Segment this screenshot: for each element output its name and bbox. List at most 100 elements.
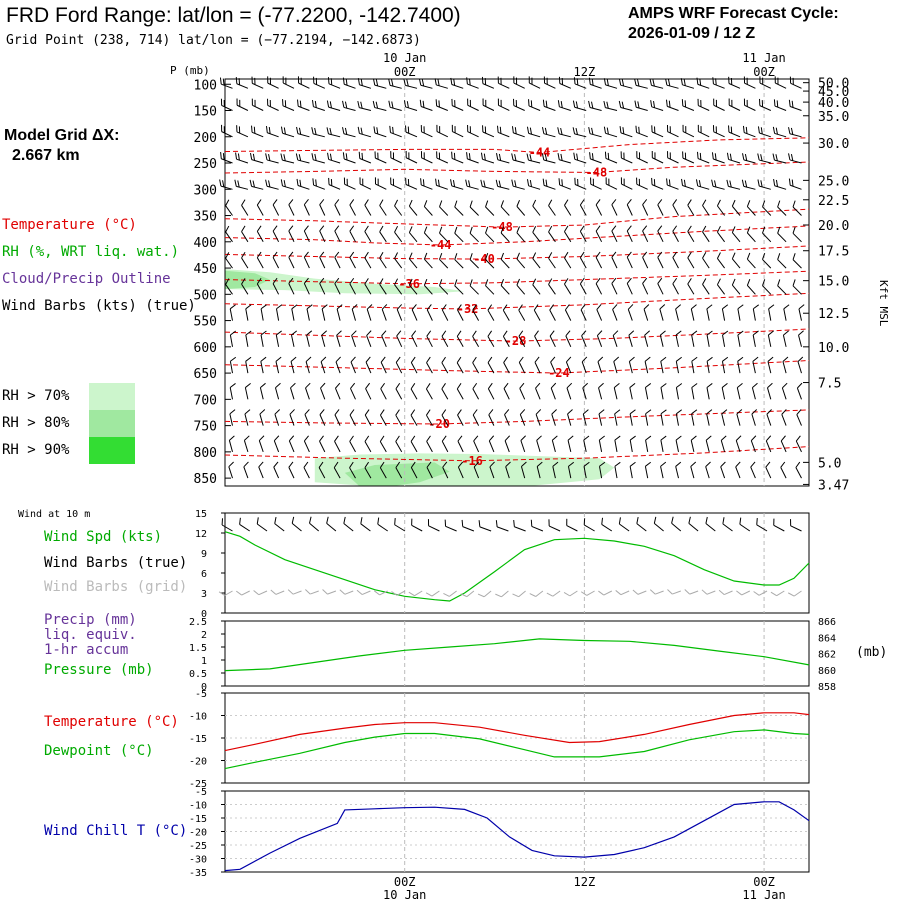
wind-barb-p250-t20-flag-0 xyxy=(526,153,529,161)
wind-barb-p750-t11-flag-0 xyxy=(395,409,400,416)
wind-barb-p650-t29 xyxy=(675,356,682,374)
wind-barb-p700-t29 xyxy=(675,383,683,400)
wind-barb-p150-t0 xyxy=(220,98,233,111)
wind-barb-p600-t35-staff xyxy=(767,334,772,347)
wind-barb-p550-t19-staff xyxy=(518,309,526,321)
wind-barb-p700-t4-flag-0 xyxy=(290,382,296,389)
wind-barb-p500-t20 xyxy=(532,278,541,295)
wind-barb-p350-t4-flag-0 xyxy=(288,199,294,205)
wind-barb-p100-t2-flag-0 xyxy=(251,76,253,84)
wind-barb-p700-t8 xyxy=(350,382,356,400)
wind-barb-p450-t31-flag-0 xyxy=(702,252,707,259)
wind-barb-p350-t28-flag-0 xyxy=(657,199,663,206)
wind-barb-p200-t5-flag-1 xyxy=(298,127,302,135)
wind-barb-p800-t20 xyxy=(536,435,542,453)
wind-barb-p750-t18 xyxy=(504,409,510,426)
wind-barb-p750-t31-flag-0 xyxy=(706,409,713,415)
wind-barb-p750-t21-staff xyxy=(551,414,556,426)
wind10m-grid-barb-7-staff xyxy=(344,590,354,595)
wind10m-grid-barb-23 xyxy=(615,590,630,596)
wind-barb-p650-t8-staff xyxy=(350,361,356,374)
wind-barb-p800-t6-staff xyxy=(319,440,326,453)
wind-barb-p400-t0-flag-0 xyxy=(225,225,230,233)
temperature-contour-3 xyxy=(224,225,810,246)
wind-barb-p500-t0-flag-0 xyxy=(225,278,230,285)
wind-barb-p600-t17-flag-0 xyxy=(487,330,493,337)
legend-temperature: Temperature (°C) xyxy=(2,217,137,233)
wind-barb-p700-t26-staff xyxy=(629,387,633,400)
wind-barb-p250-t20-flag-1 xyxy=(529,154,532,161)
wind-barb-p350-t7-flag-0 xyxy=(334,199,340,206)
wind-barb-p500-t15-flag-0 xyxy=(454,279,458,286)
wind-barb-p550-t25-staff xyxy=(612,309,618,321)
wind-barb-p250-t4 xyxy=(280,153,295,164)
wind-barb-p800-t6-flag-0 xyxy=(319,435,324,442)
wind-barb-p200-t20 xyxy=(526,126,541,138)
wind-barb-p250-t19-flag-1 xyxy=(514,154,517,161)
wind-barb-p700-t23-flag-0 xyxy=(582,382,589,389)
kft-label-0: 50.0 xyxy=(818,77,849,92)
wind-barb-p400-t30 xyxy=(687,225,695,243)
wind-barb-p700-t37-staff xyxy=(796,387,802,400)
wind-barb-p300-t12 xyxy=(405,177,418,190)
wind-barb-p250-t24-flag-0 xyxy=(589,152,591,159)
wind-barb-p800-t27-flag-0 xyxy=(645,435,652,441)
wind-barb-p750-t9 xyxy=(364,409,372,426)
wind-barb-p300-t9-staff xyxy=(359,183,372,190)
wind-barb-p800-t21 xyxy=(551,435,558,453)
wind10m-true-barb-5-flag-0 xyxy=(309,516,312,524)
wind-barb-p700-t27-flag-0 xyxy=(645,383,652,388)
wind-barb-p400-t33-flag-0 xyxy=(731,226,736,233)
wind-barb-p700-t12-flag-0 xyxy=(410,383,416,390)
wind10m-true-barb-23-staff xyxy=(619,523,630,532)
wind-barb-p650-t36-flag-0 xyxy=(782,356,789,362)
wind-barb-p650-t27 xyxy=(644,356,651,374)
wind-barb-p100-t23-staff xyxy=(574,83,587,89)
wind-barb-p100-t30-flag-1 xyxy=(683,79,686,86)
wind-barb-p600-t21-staff xyxy=(549,335,556,348)
wind-barb-p600-t36-flag-0 xyxy=(783,330,789,336)
wind-barb-p150-t9-staff xyxy=(359,107,372,111)
wind-barb-p850-t0-flag-0 xyxy=(228,461,234,468)
wind-barb-p150-t4 xyxy=(282,99,295,111)
wind-barb-p100-t31 xyxy=(696,77,710,89)
wind10m-grid-barb-5 xyxy=(305,589,319,595)
wind10m-true-barb-1-flag-0 xyxy=(239,517,241,525)
wind-barb-p550-t9-flag-0 xyxy=(366,304,373,310)
wind-barb-p550-t0-flag-0 xyxy=(229,304,236,310)
wind10m-grid-barb-11 xyxy=(408,590,423,597)
wind10m-true-barb-11-staff xyxy=(411,524,423,532)
wind-barb-p350-t36 xyxy=(777,200,787,216)
wind10m-true-barb-15 xyxy=(478,520,492,532)
wind-barb-p550-t10 xyxy=(381,304,388,321)
wind-barb-p100-t18-flag-1 xyxy=(500,77,502,85)
wind10m-title: Wind at 10 m xyxy=(18,509,91,520)
wind-barb-p650-t21 xyxy=(550,356,556,374)
wind-barb-p400-t31-flag-0 xyxy=(702,225,707,233)
wind-barb-p750-t12-staff xyxy=(410,414,418,426)
wind-barb-p200-t2-staff xyxy=(251,131,264,138)
wind-barb-p350-t26-flag-0 xyxy=(626,199,632,205)
wind-barb-p350-t21 xyxy=(548,199,556,216)
wind-barb-p300-t36-flag-1 xyxy=(775,179,779,187)
bottom-time-label-2: 00Z xyxy=(753,875,775,889)
wind-barb-p550-t16-staff xyxy=(472,309,480,321)
label-precip-mm: Precip (mm) xyxy=(44,612,137,628)
wind-barb-p150-t31 xyxy=(697,98,710,111)
wind-barb-p650-t5 xyxy=(305,356,312,374)
wind-barb-p300-t11-flag-1 xyxy=(392,178,395,186)
pressure-series-0 xyxy=(224,638,810,672)
wind-barb-p400-t5 xyxy=(303,225,310,243)
wind-barb-p100-t26-flag-1 xyxy=(621,79,625,87)
wind-barb-p800-t23-staff xyxy=(583,440,587,453)
wind-barb-p300-t22 xyxy=(558,178,571,190)
wind-barb-p200-t32-staff xyxy=(713,131,725,138)
wind-barb-p850-t2-flag-0 xyxy=(258,461,264,468)
wind-barb-p750-t20-staff xyxy=(535,414,541,426)
wind-barb-p250-t24-staff xyxy=(590,158,602,164)
wind-barb-p100-t8 xyxy=(342,77,356,89)
wind-barb-p150-t18 xyxy=(497,98,510,111)
wind-barb-p750-t37-flag-0 xyxy=(796,409,802,415)
wind-barb-p350-t6-flag-0 xyxy=(319,199,325,205)
wind-barb-p150-t23-staff xyxy=(574,106,587,111)
